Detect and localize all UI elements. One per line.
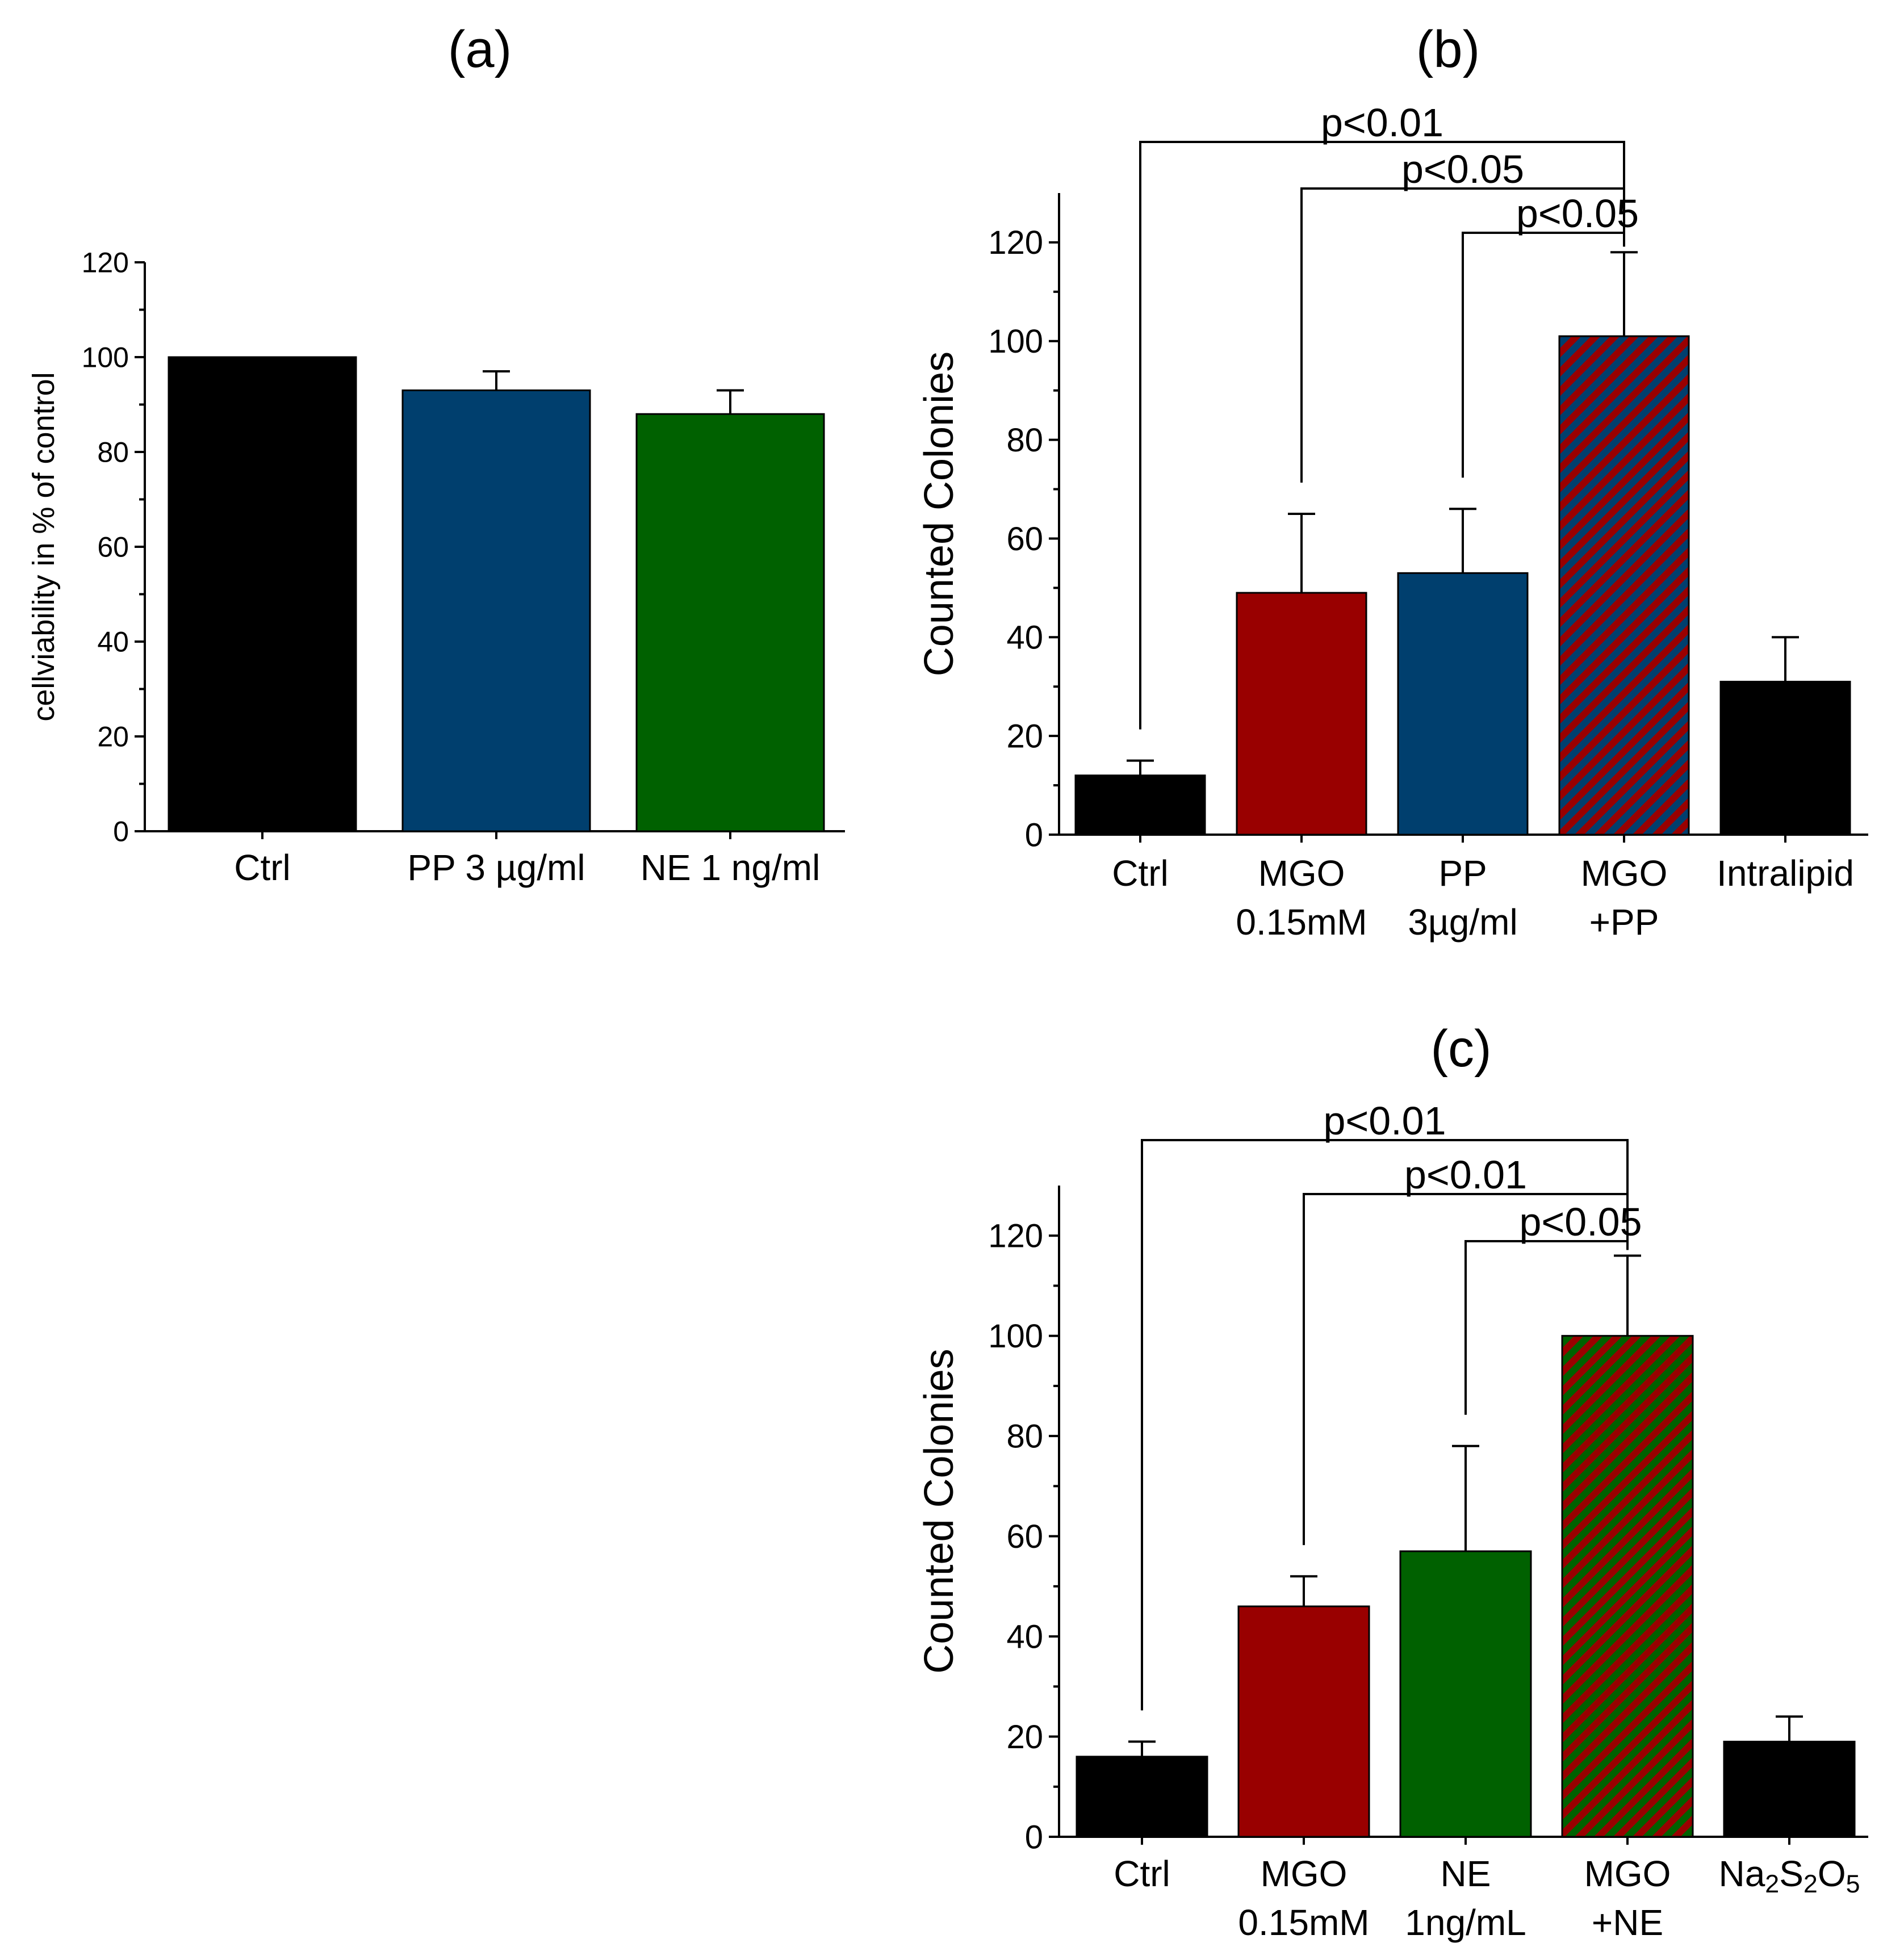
bar xyxy=(1236,592,1367,836)
chart-title: (a) xyxy=(448,20,512,78)
bar xyxy=(635,413,825,832)
significance-bracket xyxy=(1462,232,1625,478)
significance-label: p<0.05 xyxy=(1401,147,1524,191)
x-tick-label: NE xyxy=(1441,1853,1491,1894)
x-tick-label: 1ng/mL xyxy=(1405,1902,1526,1943)
significance-label: p<0.05 xyxy=(1516,191,1639,236)
y-tick-label: 100 xyxy=(988,323,1043,360)
chart-panel-b: (b) 0 20 40 60 80 100 120 Counted Colonies Ctrl MG… xyxy=(917,20,1868,943)
y-tick-label: 0 xyxy=(1025,816,1043,853)
x-tick-label: 3µg/ml xyxy=(1408,902,1517,943)
y-tick-label: 20 xyxy=(1006,718,1043,755)
bar xyxy=(1397,572,1529,836)
x-tick-label: MGO xyxy=(1581,853,1668,894)
y-tick-label: 100 xyxy=(988,1318,1043,1355)
x-tick-label: PP xyxy=(1438,853,1487,894)
significance-bracket xyxy=(1464,1240,1629,1415)
y-axis-label: cellviability in % of control xyxy=(27,372,61,721)
x-tick-label: 0.15mM xyxy=(1238,1902,1369,1943)
significance-label: p<0.01 xyxy=(1323,1099,1446,1143)
y-axis-label: Counted Colonies xyxy=(917,351,962,676)
chart-panel-c: (c) 0 20 40 60 80 100 120 Counted Colonies Ctrl MG… xyxy=(917,1020,1868,1943)
bar xyxy=(1237,1605,1370,1838)
y-tick-label: 100 xyxy=(82,342,129,374)
subscript: 2 xyxy=(1804,1870,1818,1898)
y-tick-label: 60 xyxy=(97,531,129,563)
significance-label: p<0.05 xyxy=(1519,1200,1642,1244)
chart-title: (c) xyxy=(1430,1020,1491,1078)
chart-title: (b) xyxy=(1416,20,1480,78)
x-tick-label: Na2S2O5 xyxy=(1718,1853,1860,1898)
y-tick-label: 60 xyxy=(1006,1518,1043,1555)
y-tick-label: 120 xyxy=(988,1218,1043,1255)
y-tick-label: 40 xyxy=(1006,1618,1043,1655)
x-tick-label: +PP xyxy=(1589,902,1659,943)
y-tick-label: 60 xyxy=(1006,521,1043,558)
significance-label: p<0.01 xyxy=(1404,1153,1527,1197)
x-tick-label: +NE xyxy=(1592,1902,1663,1943)
x-tick-label: NE 1 ng/ml xyxy=(641,847,821,888)
significance-bracket xyxy=(1303,1193,1629,1546)
y-tick-label: 80 xyxy=(1006,1418,1043,1455)
significance-bracket xyxy=(1300,187,1625,483)
x-tick-label: 0.15mM xyxy=(1236,902,1367,943)
y-tick-label: 20 xyxy=(1006,1719,1043,1756)
bar xyxy=(1074,774,1206,836)
x-tick-label: MGO xyxy=(1261,1853,1348,1894)
subscript: 5 xyxy=(1846,1870,1860,1898)
y-axis-label: Counted Colonies xyxy=(917,1348,962,1673)
label-part: O xyxy=(1818,1853,1846,1894)
x-tick-label: MGO xyxy=(1258,853,1345,894)
significance-label: p<0.01 xyxy=(1321,100,1443,145)
y-tick-label: 20 xyxy=(97,721,129,753)
x-tick-label: Ctrl xyxy=(1114,1853,1170,1894)
bar xyxy=(1723,1740,1856,1838)
x-tick-label: Intralipid xyxy=(1717,853,1854,894)
bar xyxy=(1719,681,1851,836)
label-part: Na xyxy=(1718,1853,1765,1894)
x-tick-label: MGO xyxy=(1584,1853,1671,1894)
y-tick-label: 0 xyxy=(1025,1819,1043,1856)
bar xyxy=(1076,1756,1208,1838)
bar xyxy=(401,389,591,832)
y-tick-label: 0 xyxy=(113,816,129,848)
y-tick-label: 80 xyxy=(1006,422,1043,459)
x-tick-label: Ctrl xyxy=(234,847,291,888)
bar xyxy=(1561,1335,1694,1838)
y-tick-label: 120 xyxy=(988,224,1043,261)
y-tick-label: 80 xyxy=(97,437,129,468)
bar xyxy=(1558,335,1690,836)
y-tick-label: 120 xyxy=(82,247,129,279)
x-tick-label: PP 3 µg/ml xyxy=(407,847,585,888)
x-tick-label: Ctrl xyxy=(1112,853,1169,894)
bar xyxy=(1399,1550,1532,1838)
bar xyxy=(168,356,357,832)
y-tick-label: 40 xyxy=(97,626,129,658)
y-tick-label: 40 xyxy=(1006,619,1043,656)
subscript: 2 xyxy=(1765,1870,1779,1898)
label-part: S xyxy=(1779,1853,1804,1894)
chart-panel-a: (a) 0 20 40 60 80 100 120 cellviability in % of … xyxy=(27,20,845,888)
